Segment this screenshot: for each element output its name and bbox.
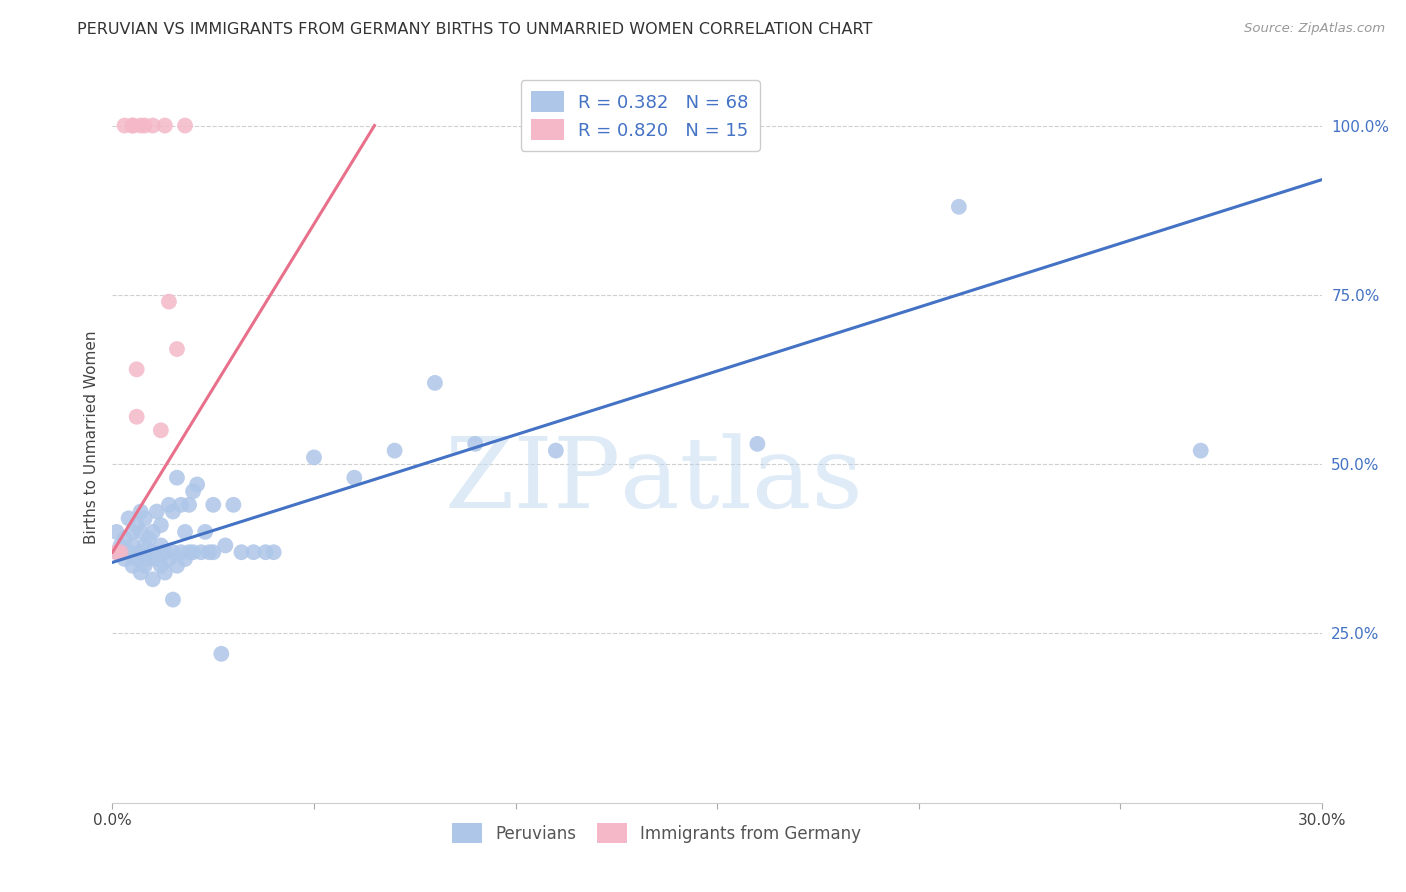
Point: [114, 532, 136, 546]
Point: [222, 498, 245, 512]
Text: PERUVIAN VS IMMIGRANTS FROM GERMANY BIRTHS TO UNMARRIED WOMEN CORRELATION CHART: PERUVIAN VS IMMIGRANTS FROM GERMANY BIRT…: [77, 22, 873, 37]
Point: [464, 437, 486, 451]
Point: [134, 511, 156, 525]
Point: [142, 119, 165, 133]
Point: [162, 592, 184, 607]
Point: [254, 545, 277, 559]
Point: [110, 538, 132, 552]
Text: ZIP: ZIP: [444, 434, 620, 529]
Point: [302, 450, 325, 465]
Point: [125, 518, 148, 533]
Point: [170, 545, 193, 559]
Point: [134, 119, 156, 133]
Point: [157, 498, 180, 512]
Point: [105, 524, 128, 539]
Point: [129, 119, 152, 133]
Point: [138, 532, 160, 546]
Point: [121, 538, 143, 552]
Point: [162, 505, 184, 519]
Point: [138, 552, 160, 566]
Point: [166, 558, 188, 573]
Point: [202, 545, 225, 559]
Point: [190, 545, 212, 559]
Point: [117, 545, 139, 559]
Point: [134, 538, 156, 552]
Point: [125, 409, 148, 424]
Legend: Peruvians, Immigrants from Germany: Peruvians, Immigrants from Germany: [446, 817, 868, 849]
Point: [105, 545, 128, 559]
Point: [948, 200, 970, 214]
Point: [125, 362, 148, 376]
Point: [149, 423, 172, 437]
Point: [117, 511, 139, 525]
Point: [121, 524, 143, 539]
Point: [177, 545, 200, 559]
Point: [174, 552, 197, 566]
Point: [181, 484, 204, 499]
Point: [343, 471, 366, 485]
Point: [384, 443, 406, 458]
Point: [174, 524, 197, 539]
Point: [209, 647, 232, 661]
Point: [202, 498, 225, 512]
Point: [129, 566, 152, 580]
Point: [174, 119, 197, 133]
Point: [121, 558, 143, 573]
Point: [121, 119, 143, 133]
Point: [114, 552, 136, 566]
Point: [162, 545, 184, 559]
Point: [142, 524, 165, 539]
Point: [170, 498, 193, 512]
Point: [177, 498, 200, 512]
Text: Source: ZipAtlas.com: Source: ZipAtlas.com: [1244, 22, 1385, 36]
Point: [142, 572, 165, 586]
Point: [198, 545, 221, 559]
Point: [121, 119, 143, 133]
Point: [129, 505, 152, 519]
Text: atlas: atlas: [620, 434, 863, 529]
Point: [166, 471, 188, 485]
Point: [129, 524, 152, 539]
Point: [105, 545, 128, 559]
Point: [544, 443, 567, 458]
Point: [149, 518, 172, 533]
Point: [153, 566, 176, 580]
Point: [157, 552, 180, 566]
Point: [125, 552, 148, 566]
Point: [153, 119, 176, 133]
Point: [134, 558, 156, 573]
Point: [153, 545, 176, 559]
Point: [231, 545, 253, 559]
Point: [114, 119, 136, 133]
Point: [142, 545, 165, 559]
Point: [146, 552, 169, 566]
Point: [129, 545, 152, 559]
Point: [110, 545, 132, 559]
Point: [423, 376, 446, 390]
Point: [214, 538, 236, 552]
Point: [157, 294, 180, 309]
Point: [181, 545, 204, 559]
Point: [166, 342, 188, 356]
Point: [186, 477, 208, 491]
Y-axis label: Births to Unmarried Women: Births to Unmarried Women: [83, 330, 98, 544]
Point: [146, 505, 169, 519]
Point: [242, 545, 264, 559]
Point: [149, 538, 172, 552]
Point: [149, 558, 172, 573]
Point: [263, 545, 285, 559]
Point: [747, 437, 769, 451]
Point: [194, 524, 217, 539]
Point: [1189, 443, 1212, 458]
